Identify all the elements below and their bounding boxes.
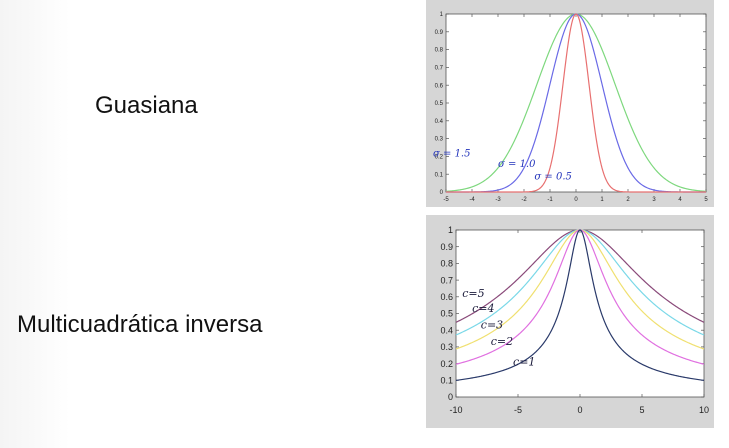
inverse-multiquadric-chart-panel: -10 -5 0 5 10 0 0.1 0.2 0.3 0.4 0.5 0.6 0.7 0.8 0.9 1 c=… bbox=[426, 215, 714, 428]
y-tick-label: 0.7 bbox=[435, 66, 444, 72]
x-tick-label: -2 bbox=[521, 197, 527, 203]
x-tick-label: 0 bbox=[577, 405, 582, 415]
x-tick-label: 0 bbox=[574, 197, 578, 203]
series-line-3 bbox=[446, 13, 706, 193]
y-tick-label: 0.8 bbox=[440, 259, 453, 269]
series-line-5 bbox=[455, 229, 705, 381]
series-label-3: c=3 bbox=[481, 319, 503, 332]
x-tick-label: 3 bbox=[652, 197, 656, 203]
gaussian-label: Guasiana bbox=[95, 92, 198, 119]
y-tick-label: 0.3 bbox=[435, 137, 444, 143]
y-tick-label: 0.6 bbox=[440, 292, 453, 302]
y-tick-label: 0 bbox=[448, 392, 453, 402]
x-tick-label: 10 bbox=[699, 405, 709, 415]
x-tick-label: -10 bbox=[449, 405, 462, 415]
x-tick-label: 2 bbox=[626, 197, 630, 203]
series-label-1: c=5 bbox=[462, 287, 484, 300]
plot-area bbox=[445, 13, 707, 193]
series-label-3: σ = 0.5 bbox=[534, 172, 571, 183]
x-tick-label: 5 bbox=[639, 405, 644, 415]
inverse-multiquadric-chart: -10 -5 0 5 10 0 0.1 0.2 0.3 0.4 0.5 0.6 0.7 0.8 0.9 1 c=… bbox=[440, 225, 709, 415]
y-tick-label: 0.9 bbox=[435, 30, 444, 36]
series-label-2: c=4 bbox=[472, 302, 494, 315]
y-tick-label: 0.4 bbox=[440, 325, 453, 335]
x-tick-label: 4 bbox=[678, 197, 682, 203]
x-tick-label: 1 bbox=[600, 197, 604, 203]
series-label-5: c=1 bbox=[513, 355, 535, 368]
y-tick-label: 0.9 bbox=[440, 242, 453, 252]
y-tick-label: 0.4 bbox=[435, 119, 444, 125]
y-tick-label: 0.2 bbox=[435, 155, 444, 161]
y-tick-label: 0.5 bbox=[435, 101, 444, 107]
y-tick-label: 0.8 bbox=[435, 48, 444, 54]
x-tick-label: -5 bbox=[443, 197, 449, 203]
y-tick-label: 0.6 bbox=[435, 83, 444, 89]
y-tick-label: 1 bbox=[440, 12, 444, 18]
y-tick-label: 0 bbox=[440, 190, 444, 196]
x-tick-label: -1 bbox=[547, 197, 553, 203]
x-tick-label: -4 bbox=[469, 197, 475, 203]
y-tick-label: 0.3 bbox=[440, 342, 453, 352]
y-tick-label: 0.1 bbox=[440, 375, 453, 385]
x-tick-label: 5 bbox=[704, 197, 708, 203]
gaussian-chart-panel: -5 -4 -3 -2 -1 0 1 2 3 4 5 0 0.1 0.2 0.3 0.4 0.5 0.6 0.7 0.… bbox=[426, 0, 714, 207]
gaussian-chart: -5 -4 -3 -2 -1 0 1 2 3 4 5 0 0.1 0.2 0.3 0.4 0.5 0.6 0.7 0.… bbox=[433, 12, 708, 203]
inverse-multiquadric-label: Multicuadrática inversa bbox=[17, 311, 263, 338]
series-label-1: σ = 1.5 bbox=[433, 148, 470, 159]
series-label-4: c=2 bbox=[491, 335, 513, 348]
y-tick-label: 0.7 bbox=[440, 275, 453, 285]
y-tick-label: 0.1 bbox=[435, 172, 444, 178]
y-tick-label: 0.2 bbox=[440, 359, 453, 369]
x-tick-label: -3 bbox=[495, 197, 501, 203]
series-label-2: σ = 1.0 bbox=[498, 159, 536, 170]
x-tick-label: -5 bbox=[514, 405, 522, 415]
y-tick-label: 1 bbox=[448, 225, 453, 235]
y-tick-label: 0.5 bbox=[440, 309, 453, 319]
